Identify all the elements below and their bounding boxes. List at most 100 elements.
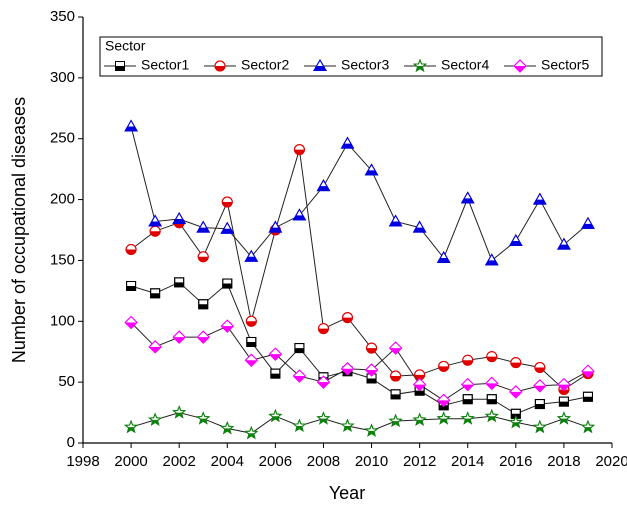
marker	[268, 347, 283, 361]
legend-label: Sector5	[541, 57, 589, 73]
marker-shape	[533, 385, 546, 392]
marker-shape	[581, 371, 594, 378]
marker-shape	[484, 253, 499, 266]
marker	[317, 323, 329, 335]
marker-shape	[390, 389, 401, 400]
marker-shape	[388, 214, 403, 227]
marker-shape	[583, 396, 593, 402]
marker	[534, 362, 546, 374]
marker	[172, 330, 186, 344]
marker-shape	[222, 283, 232, 289]
marker-shape	[391, 394, 401, 399]
marker-shape	[436, 411, 451, 425]
marker	[532, 419, 547, 434]
marker	[316, 375, 331, 389]
marker	[172, 212, 187, 225]
marker-shape	[436, 393, 451, 408]
marker-shape	[115, 66, 125, 71]
marker-shape	[317, 323, 329, 335]
marker-shape	[509, 385, 523, 399]
marker	[388, 341, 403, 355]
marker	[126, 280, 137, 291]
marker-shape	[124, 315, 138, 330]
marker-shape	[268, 220, 283, 233]
marker	[292, 418, 307, 432]
marker-shape	[292, 369, 307, 383]
marker-shape	[268, 347, 283, 361]
marker	[390, 389, 401, 400]
marker-shape	[513, 59, 527, 73]
marker-shape	[580, 419, 595, 434]
marker	[364, 363, 379, 377]
marker-shape	[510, 362, 521, 368]
marker	[244, 249, 259, 262]
marker-shape	[294, 348, 304, 353]
marker	[486, 394, 497, 405]
marker-shape	[437, 400, 450, 407]
marker	[533, 379, 547, 393]
legend-label: Sector4	[441, 57, 489, 73]
marker	[124, 419, 139, 434]
marker	[364, 423, 379, 437]
marker-shape	[484, 408, 499, 423]
marker	[198, 299, 209, 310]
marker	[508, 233, 523, 246]
marker-shape	[534, 367, 545, 373]
marker-shape	[149, 221, 162, 226]
marker-shape	[173, 337, 186, 344]
marker-shape	[293, 144, 305, 156]
y-tick-label: 0	[67, 434, 75, 451]
x-tick-label: 1998	[66, 453, 99, 470]
marker	[534, 399, 545, 410]
marker-shape	[581, 216, 595, 229]
marker-shape	[486, 356, 497, 362]
x-tick-label: 2002	[162, 453, 195, 470]
marker-shape	[412, 58, 428, 72]
marker-shape	[462, 354, 474, 366]
marker-shape	[197, 227, 210, 233]
marker-shape	[487, 399, 497, 404]
marker	[124, 119, 138, 132]
marker-shape	[221, 196, 233, 208]
marker	[124, 315, 138, 330]
marker	[316, 179, 331, 192]
marker-shape	[220, 319, 234, 333]
marker-shape	[196, 411, 211, 425]
marker	[557, 377, 571, 392]
marker	[510, 357, 522, 369]
marker-shape	[126, 249, 137, 255]
marker-shape	[557, 384, 570, 391]
marker	[221, 196, 233, 208]
marker	[270, 368, 281, 379]
marker	[438, 360, 450, 372]
marker-shape	[390, 376, 401, 382]
marker-shape	[340, 418, 355, 432]
marker	[582, 391, 593, 402]
marker	[484, 253, 499, 266]
y-tick-label: 350	[50, 8, 75, 25]
marker-shape	[436, 250, 451, 263]
marker-shape	[415, 390, 425, 396]
marker-shape	[197, 337, 210, 344]
marker-shape	[316, 179, 331, 192]
marker-shape	[198, 299, 209, 310]
marker-shape	[364, 423, 379, 437]
marker-shape	[412, 220, 427, 233]
marker-shape	[534, 399, 545, 410]
x-axis-title: Year	[329, 483, 365, 503]
marker	[436, 393, 451, 408]
marker-shape	[220, 221, 235, 234]
marker	[268, 220, 283, 233]
marker-shape	[557, 377, 571, 392]
y-tick-label: 100	[50, 312, 75, 329]
marker	[508, 414, 523, 429]
marker	[388, 214, 403, 227]
marker	[150, 288, 161, 299]
marker-shape	[269, 354, 282, 361]
marker-shape	[559, 401, 569, 407]
marker-shape	[365, 170, 378, 175]
marker	[294, 343, 305, 354]
marker-shape	[557, 244, 570, 250]
marker-shape	[215, 66, 225, 71]
marker-shape	[412, 412, 427, 426]
